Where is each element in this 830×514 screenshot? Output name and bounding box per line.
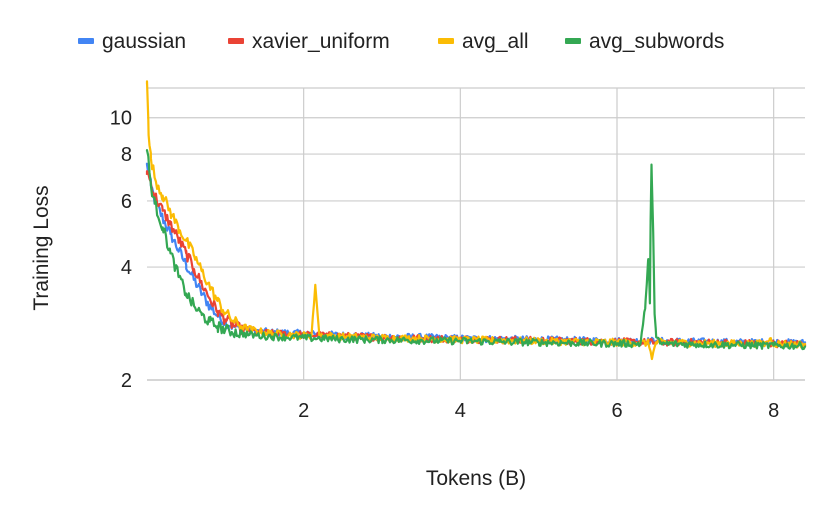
legend-swatch-xavier-uniform (228, 38, 244, 44)
x-tick-label: 6 (611, 400, 622, 422)
x-axis-title: Tokens (B) (426, 467, 526, 490)
axes: 2 4 6 8 10 2 4 6 8 Tokens (B) Training Loss (30, 108, 779, 490)
legend-swatch-avg-subwords (565, 38, 581, 44)
legend-swatch-avg-all (438, 38, 454, 44)
x-tick-label: 4 (455, 400, 466, 422)
y-axis-title: Training Loss (30, 185, 53, 310)
x-tick-label: 2 (298, 400, 309, 422)
y-tick-label: 8 (121, 144, 132, 166)
legend-label-avg-all: avg_all (462, 30, 529, 53)
gridlines (147, 87, 805, 381)
series-line-avg-subwords (145, 149, 807, 351)
x-tick-label: 8 (768, 400, 779, 422)
series-line-avg-all (145, 80, 807, 361)
legend-label-gaussian: gaussian (102, 30, 186, 53)
y-tick-label: 10 (110, 108, 132, 130)
series-lines (145, 80, 807, 361)
legend-label-xavier-uniform: xavier_uniform (252, 30, 390, 53)
legend-label-avg-subwords: avg_subwords (589, 30, 724, 53)
y-tick-label: 4 (121, 257, 132, 279)
legend-swatch-gaussian (78, 38, 94, 44)
series-line-gaussian (145, 162, 807, 348)
legend: gaussian xavier_uniform avg_all avg_subword… (78, 30, 724, 53)
series-line-xavier-uniform (145, 170, 807, 349)
y-tick-label: 6 (121, 191, 132, 213)
y-tick-label: 2 (121, 370, 132, 392)
